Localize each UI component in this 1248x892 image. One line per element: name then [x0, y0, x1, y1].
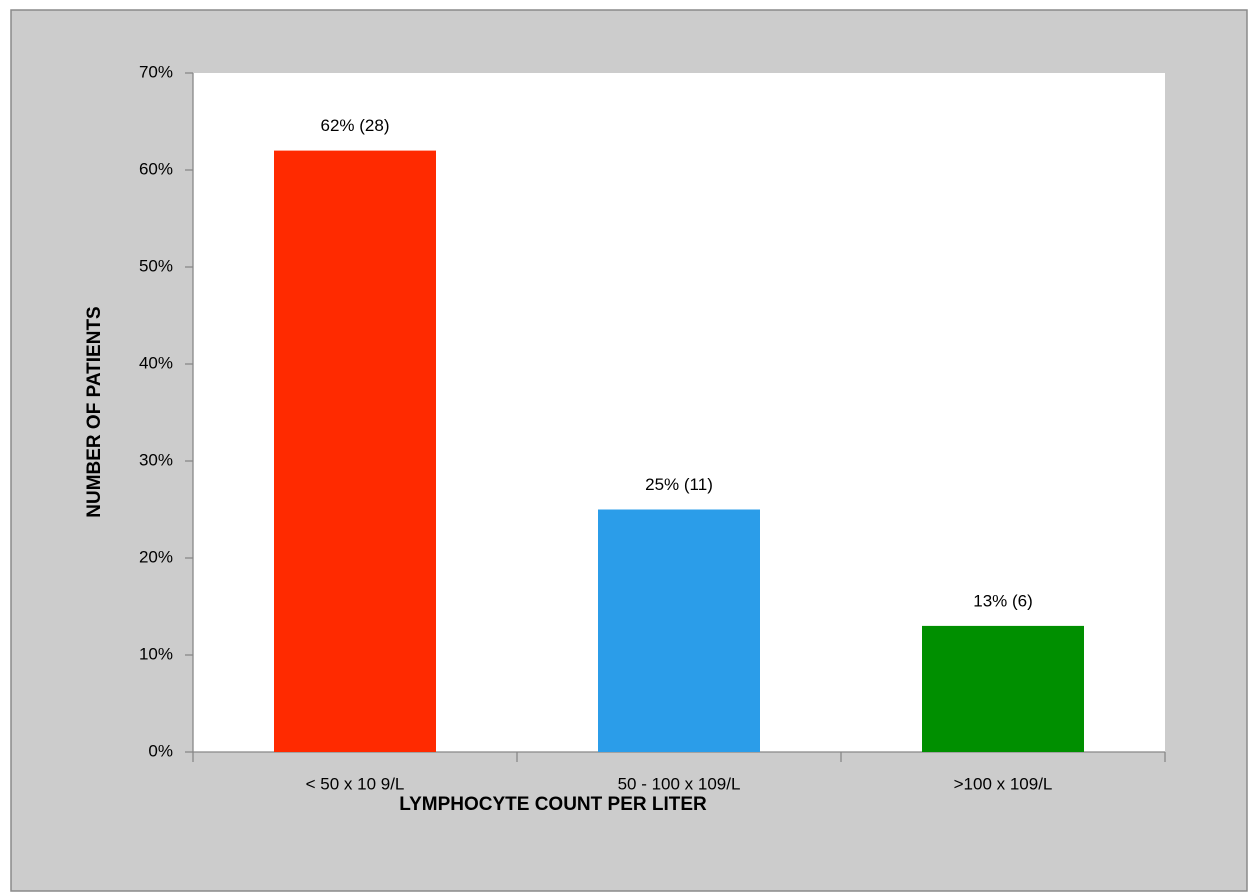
x-tick-label: >100 x 109/L [954, 774, 1053, 793]
value-label: 25% (11) [645, 475, 713, 494]
x-tick-label: < 50 x 10 9/L [306, 774, 405, 793]
value-label: 13% (6) [973, 591, 1033, 610]
y-tick-label: 0% [148, 741, 173, 760]
y-tick-label: 30% [139, 450, 173, 469]
x-axis-title: LYMPHOCYTE COUNT PER LITER [399, 794, 707, 815]
y-tick-label: 70% [139, 62, 173, 81]
y-tick-label: 40% [139, 353, 173, 372]
y-axis-title: NUMBER OF PATIENTS [84, 306, 105, 517]
bar [922, 625, 1084, 752]
y-tick-label: 60% [139, 159, 173, 178]
x-tick-label: 50 - 100 x 109/L [618, 774, 741, 793]
bar [274, 150, 436, 753]
y-tick-label: 10% [139, 644, 173, 663]
value-label: 62% (28) [321, 116, 390, 135]
y-tick-label: 20% [139, 547, 173, 566]
y-tick-label: 50% [139, 256, 173, 275]
bar [598, 509, 760, 752]
